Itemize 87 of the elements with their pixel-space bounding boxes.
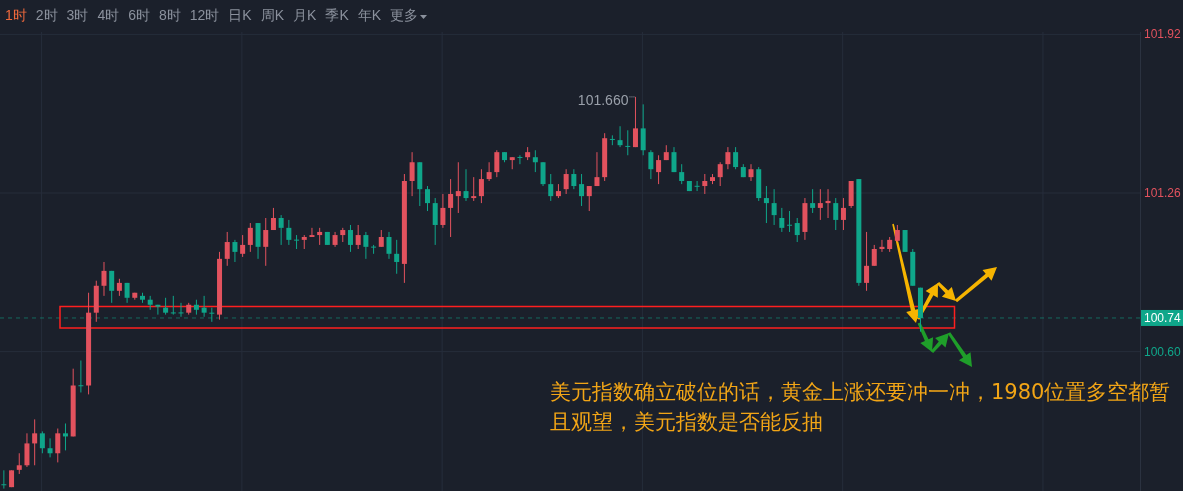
candlestick xyxy=(355,224,361,250)
candlestick xyxy=(16,452,22,475)
candlestick xyxy=(78,360,84,393)
candlestick xyxy=(209,307,215,323)
candlestick xyxy=(763,185,769,224)
candlestick xyxy=(47,437,53,458)
candlestick xyxy=(648,149,654,180)
candlestick xyxy=(733,146,739,170)
ref-line-label: 100.74 xyxy=(1144,310,1182,325)
candlestick xyxy=(394,239,400,275)
candlestick xyxy=(879,239,885,253)
candlestick xyxy=(725,146,731,170)
candlestick xyxy=(109,270,115,304)
candlestick xyxy=(571,168,577,190)
candlestick xyxy=(517,154,523,165)
candlestick xyxy=(656,154,662,185)
candlestick xyxy=(39,430,45,454)
candlestick xyxy=(617,125,623,148)
candlestick xyxy=(224,231,230,267)
candlestick xyxy=(440,193,446,229)
candlestick xyxy=(463,168,469,202)
y-tick-label: 100.60 xyxy=(1144,344,1182,359)
candlestick xyxy=(263,217,269,267)
candlestick xyxy=(748,163,754,182)
candlestick xyxy=(579,173,585,207)
candlestick xyxy=(170,295,176,316)
candlestick xyxy=(432,197,438,246)
note: 美元指数确立破位的话，黄金上涨还要冲一冲，1980位置多空都暂且观望，美元指数是否能反抽 xyxy=(550,379,1172,436)
candlestick xyxy=(702,173,708,195)
candlestick xyxy=(594,151,600,187)
candlestick xyxy=(478,168,484,204)
candlestick xyxy=(794,217,800,243)
candlestick xyxy=(486,161,492,182)
candlestick xyxy=(625,129,631,156)
candlestick xyxy=(178,302,184,318)
candlestick xyxy=(679,163,685,185)
candlestick xyxy=(455,161,461,214)
candlestick xyxy=(286,219,292,246)
candlestick xyxy=(425,185,430,212)
candlestick xyxy=(787,210,793,233)
candlestick xyxy=(386,231,392,260)
candlestick xyxy=(255,222,261,260)
candlestick xyxy=(101,261,107,297)
candlestick xyxy=(864,231,870,292)
candlestick xyxy=(840,197,846,231)
candlestick xyxy=(640,103,646,156)
candlestick xyxy=(494,149,500,178)
y-tick-label: 101.92 xyxy=(1144,27,1182,42)
candlestick xyxy=(532,149,538,173)
candlestick xyxy=(1,469,7,490)
candlestick xyxy=(240,234,246,258)
candlestick xyxy=(24,432,30,468)
candlestick xyxy=(833,197,839,231)
candlestick xyxy=(548,173,554,202)
candlestick xyxy=(309,227,315,238)
candlestick xyxy=(694,180,700,192)
toolbar: 1时 2时 3时 4时 6时 8时 12时 日K 周K 月K 季K 年K 更多 xyxy=(5,5,428,25)
candlestick xyxy=(232,239,238,263)
candlestick xyxy=(247,222,253,253)
candlestick xyxy=(779,207,785,233)
candlestick xyxy=(609,134,615,146)
candlestick xyxy=(471,176,477,202)
candlestick xyxy=(902,229,908,253)
candlestick xyxy=(155,304,161,316)
candlestick xyxy=(871,244,877,267)
candlestick xyxy=(347,224,353,253)
candlestick xyxy=(201,295,207,318)
candlestick xyxy=(55,428,61,463)
candlestick xyxy=(32,418,38,466)
candlestick xyxy=(409,151,415,197)
candlestick xyxy=(540,161,546,187)
candlestick xyxy=(294,234,300,250)
candlestick xyxy=(810,188,816,214)
y-tick-label: 101.26 xyxy=(1144,186,1182,201)
high-price-label: 101.660 xyxy=(577,91,635,108)
candlestick xyxy=(563,168,569,195)
candlestick xyxy=(632,96,638,148)
candlestick xyxy=(586,185,592,212)
candlestick xyxy=(671,146,677,173)
candlestick xyxy=(363,231,369,260)
candlestick xyxy=(448,178,454,238)
candlestick xyxy=(717,161,723,187)
candlestick xyxy=(817,188,823,221)
candlestick xyxy=(771,188,777,226)
candlestick xyxy=(825,188,831,219)
candlestick xyxy=(278,214,284,246)
candlestick xyxy=(62,422,68,451)
